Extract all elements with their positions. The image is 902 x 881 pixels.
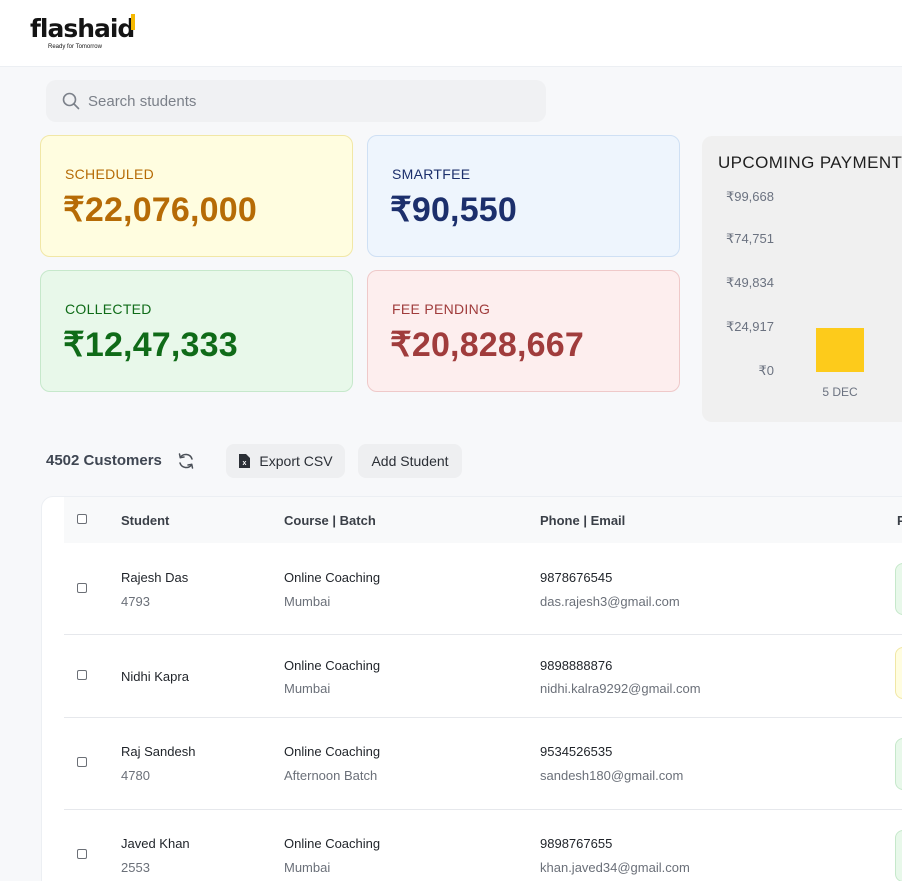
upcoming-payment-chart: UPCOMING PAYMENT ₹99,668 ₹74,751 ₹49,834… [702,136,902,422]
phone-number: 9878676545 [540,570,613,585]
row-divider [64,809,902,810]
select-all-checkbox[interactable] [77,514,87,524]
table-header: Student Course | Batch Phone | Email P [64,497,902,543]
stat-card-scheduled: SCHEDULED ₹22,076,000 [40,135,353,257]
stat-card-smartfee: SMARTFEE ₹90,550 [367,135,680,257]
table-row[interactable]: Rajesh Das 4793 Online Coaching Mumbai 9… [42,543,902,635]
email-address: das.rajesh3@gmail.com [540,594,680,609]
row-checkbox[interactable] [77,670,87,680]
stat-card-fee-pending: FEE PENDING ₹20,828,667 [367,270,680,392]
add-student-label: Add Student [371,453,449,469]
stat-card-collected: COLLECTED ₹12,47,333 [40,270,353,392]
student-id: 4780 [121,768,150,783]
phone-number: 9534526535 [540,744,613,759]
phone-number: 9898767655 [540,836,613,851]
flash-mark-icon [131,14,135,30]
course-name: Online Coaching [284,658,381,673]
brand-name: flashaid [30,14,135,43]
chart-title: UPCOMING PAYMENT [718,153,902,172]
batch-name: Afternoon Batch [284,768,378,783]
search-bar [46,80,546,122]
row-checkbox[interactable] [77,757,87,767]
status-badge [895,738,902,790]
stat-label: SMARTFEE [392,166,471,182]
stat-value: ₹22,076,000 [63,191,257,229]
table-row[interactable]: Raj Sandesh 4780 Online Coaching Afterno… [42,718,902,810]
y-tick-label: ₹99,668 [725,189,774,204]
table-row[interactable]: Javed Khan 2553 Online Coaching Mumbai 9… [42,810,902,881]
row-divider [64,634,902,635]
course-name: Online Coaching [284,570,381,585]
course-name: Online Coaching [284,836,381,851]
y-tick-label: ₹24,917 [725,319,774,334]
stat-value: ₹20,828,667 [390,326,584,364]
row-divider [64,717,902,718]
student-name: Rajesh Das [121,570,189,585]
column-header-course[interactable]: Course | Batch [284,513,376,528]
top-bar: flashaid Ready for Tomorrow [0,0,902,67]
student-name: Nidhi Kapra [121,669,189,684]
stat-label: FEE PENDING [392,301,491,317]
student-name: Raj Sandesh [121,744,196,759]
refresh-icon[interactable] [176,451,196,471]
students-table: Student Course | Batch Phone | Email P R… [41,496,902,881]
column-header-phone[interactable]: Phone | Email [540,513,626,528]
course-name: Online Coaching [284,744,381,759]
email-address: sandesh180@gmail.com [540,768,684,783]
y-tick-label: ₹74,751 [725,231,774,246]
email-address: khan.javed34@gmail.com [540,860,690,875]
y-tick-label: ₹0 [758,363,774,378]
customer-count: 4502 Customers [46,452,162,469]
student-id: 4793 [121,594,150,609]
stat-value: ₹90,550 [390,191,518,229]
row-checkbox[interactable] [77,849,87,859]
y-tick-label: ₹49,834 [725,275,774,290]
search-icon [62,92,80,110]
email-address: nidhi.kalra9292@gmail.com [540,681,701,696]
batch-name: Mumbai [284,860,331,875]
phone-number: 9898888876 [540,658,613,673]
brand-logo[interactable]: flashaid Ready for Tomorrow [30,14,135,50]
stat-value: ₹12,47,333 [63,326,238,364]
batch-name: Mumbai [284,681,331,696]
export-csv-button[interactable]: x Export CSV [226,444,345,478]
add-student-button[interactable]: Add Student [358,444,462,478]
stat-label: COLLECTED [65,301,152,317]
status-badge [895,563,902,615]
svg-text:x: x [243,460,247,467]
export-csv-label: Export CSV [259,453,333,469]
row-checkbox[interactable] [77,583,87,593]
student-name: Javed Khan [121,836,190,851]
student-id: 2553 [121,860,150,875]
column-header-p[interactable]: P [897,513,902,528]
file-csv-icon: x [239,454,251,468]
status-badge [895,830,902,881]
column-header-student[interactable]: Student [121,513,170,528]
brand-tagline: Ready for Tomorrow [48,44,102,50]
search-input[interactable] [88,80,528,122]
chart-bar[interactable] [816,328,864,372]
stat-label: SCHEDULED [65,166,155,182]
x-tick-label: 5 DEC [822,385,858,399]
table-row[interactable]: Nidhi Kapra Online Coaching Mumbai 98988… [42,635,902,718]
status-badge [895,647,902,699]
batch-name: Mumbai [284,594,331,609]
